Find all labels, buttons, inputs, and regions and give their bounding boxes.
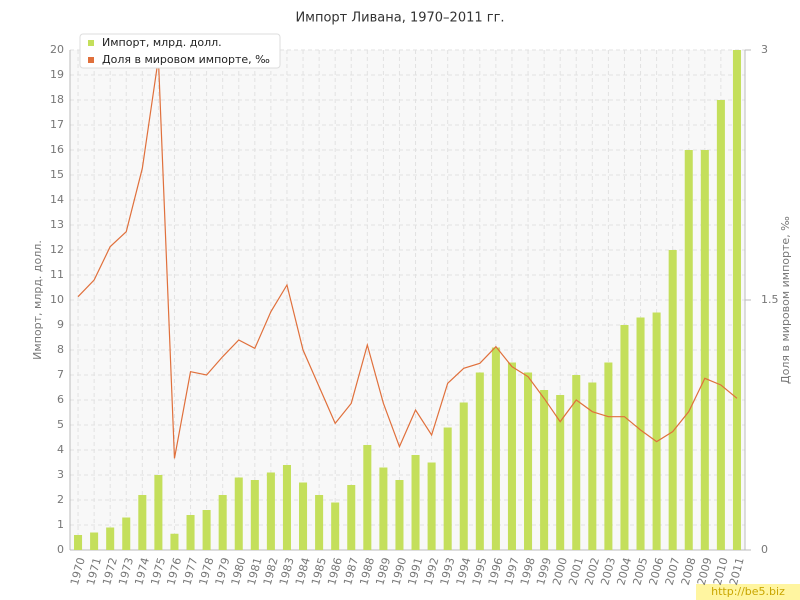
bar <box>652 312 661 550</box>
y-tick-label: 3 <box>57 468 64 481</box>
bar <box>540 390 549 550</box>
legend: Импорт, млрд. долл. Доля в мировом импорт… <box>79 33 281 69</box>
bar <box>186 515 195 550</box>
bar <box>234 477 243 550</box>
bar <box>379 467 388 550</box>
bar <box>106 527 115 550</box>
y-tick-label: 5 <box>57 418 64 431</box>
bar <box>475 372 484 550</box>
bar <box>588 382 597 550</box>
y-tick-label: 11 <box>50 268 64 281</box>
bar <box>202 510 211 550</box>
bar <box>315 495 324 550</box>
bar <box>90 532 99 550</box>
y-tick-label: 16 <box>50 143 64 156</box>
y-tick-label: 8 <box>57 343 64 356</box>
y-tick-label: 12 <box>50 243 64 256</box>
bar <box>299 482 308 550</box>
y2-axis-label: Доля в мировом импорте, ‰ <box>779 216 792 384</box>
bar <box>572 375 581 550</box>
y2-tick-label: 1.5 <box>761 293 779 306</box>
bar <box>491 347 500 550</box>
bar <box>331 502 340 550</box>
legend-label: Импорт, млрд. долл. <box>102 36 222 49</box>
bar <box>636 317 645 550</box>
bar <box>507 362 516 550</box>
bar <box>620 325 629 550</box>
legend-label: Доля в мировом импорте, ‰ <box>102 53 270 66</box>
y-tick-label: 9 <box>57 318 64 331</box>
y-tick-label: 1 <box>57 518 64 531</box>
y-tick-label: 7 <box>57 368 64 381</box>
bar <box>218 495 227 550</box>
bar <box>282 465 291 550</box>
watermark: http://be5.biz <box>711 585 785 598</box>
y-tick-label: 20 <box>50 43 64 56</box>
y-tick-label: 13 <box>50 218 64 231</box>
bar <box>250 480 259 550</box>
bar <box>266 472 275 550</box>
bar <box>700 150 709 550</box>
bar <box>716 100 725 550</box>
y-tick-label: 2 <box>57 493 64 506</box>
bar <box>138 495 147 550</box>
y-tick-label: 4 <box>57 443 64 456</box>
bar <box>74 535 83 550</box>
bar <box>347 485 356 550</box>
bar <box>154 475 163 550</box>
legend-box <box>79 33 281 69</box>
watermark-box <box>696 584 800 600</box>
bar <box>668 250 677 550</box>
chart-title: Импорт Ливана, 1970–2011 гг. <box>295 11 504 26</box>
bar <box>395 480 404 550</box>
y-tick-label: 19 <box>50 68 64 81</box>
y-tick-label: 10 <box>50 293 64 306</box>
y-tick-label: 6 <box>57 393 64 406</box>
y-tick-label: 0 <box>57 543 64 556</box>
bar <box>170 533 179 550</box>
line <box>77 58 738 459</box>
bar <box>556 395 565 550</box>
bar <box>732 50 741 550</box>
bar <box>459 402 468 550</box>
y-tick-label: 15 <box>50 168 64 181</box>
y2-tick-label: 0 <box>761 543 768 556</box>
legend-swatch <box>88 40 94 46</box>
y-axis-label: Импорт, млрд. долл. <box>31 240 44 360</box>
y2-tick-label: 3 <box>761 43 768 56</box>
y-tick-label: 14 <box>50 193 64 206</box>
y-tick-label: 17 <box>50 118 64 131</box>
bar <box>427 462 436 550</box>
bar <box>443 427 452 550</box>
bar <box>122 517 131 550</box>
bar <box>363 445 372 550</box>
legend-swatch <box>88 57 94 63</box>
bar <box>524 372 533 550</box>
bar <box>604 362 613 550</box>
y-tick-label: 18 <box>50 93 64 106</box>
bar <box>411 455 420 550</box>
bar <box>684 150 693 550</box>
